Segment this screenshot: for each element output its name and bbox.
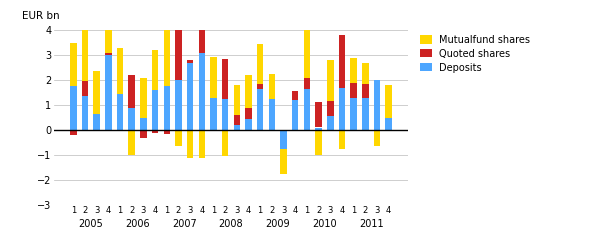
Bar <box>187 130 193 158</box>
Bar <box>327 60 334 101</box>
Bar <box>233 125 240 130</box>
Bar <box>140 118 146 130</box>
Bar <box>280 130 287 149</box>
Bar <box>245 119 252 130</box>
Bar <box>82 24 88 81</box>
Bar <box>374 130 380 146</box>
Text: 2010: 2010 <box>312 219 337 229</box>
Bar <box>257 84 263 89</box>
Bar <box>82 96 88 130</box>
Bar <box>269 74 275 99</box>
Bar <box>140 78 146 118</box>
Bar <box>70 130 77 135</box>
Bar <box>210 98 217 130</box>
Bar <box>292 100 298 130</box>
Bar <box>175 30 182 80</box>
Bar <box>316 130 322 155</box>
Text: 2007: 2007 <box>172 219 197 229</box>
Bar <box>292 91 298 100</box>
Bar <box>152 90 158 130</box>
Bar <box>222 130 229 156</box>
Bar <box>327 101 334 116</box>
Bar <box>199 52 205 130</box>
Bar <box>70 86 77 130</box>
Bar <box>339 35 345 88</box>
Bar <box>187 60 193 62</box>
Bar <box>257 89 263 130</box>
Bar <box>304 89 310 130</box>
Bar <box>280 149 287 174</box>
Bar <box>269 99 275 130</box>
Text: 2005: 2005 <box>79 219 103 229</box>
Bar <box>105 53 112 55</box>
Bar <box>164 86 170 130</box>
Bar <box>105 0 112 53</box>
Bar <box>304 78 310 89</box>
Bar <box>199 0 205 52</box>
Bar <box>385 118 392 130</box>
Bar <box>164 130 170 134</box>
Bar <box>222 99 229 130</box>
Bar <box>175 80 182 130</box>
Bar <box>94 114 100 130</box>
Bar <box>82 81 88 96</box>
Bar <box>94 71 100 114</box>
Bar <box>152 130 158 132</box>
Bar <box>350 98 357 130</box>
Bar <box>199 130 205 158</box>
Bar <box>210 130 217 131</box>
Legend: Mutualfund shares, Quoted shares, Deposits: Mutualfund shares, Quoted shares, Deposi… <box>420 35 530 73</box>
Bar <box>350 58 357 82</box>
Text: 2006: 2006 <box>125 219 150 229</box>
Bar <box>362 84 368 98</box>
Bar <box>316 102 322 128</box>
Bar <box>128 130 135 155</box>
Bar <box>152 50 158 90</box>
Bar <box>233 115 240 125</box>
Bar <box>316 128 322 130</box>
Bar <box>140 130 146 138</box>
Bar <box>128 108 135 130</box>
Bar <box>117 48 123 94</box>
Bar <box>233 85 240 115</box>
Bar <box>128 75 135 108</box>
Bar <box>187 62 193 130</box>
Bar <box>339 88 345 130</box>
Bar <box>164 18 170 86</box>
Bar <box>350 82 357 98</box>
Text: 2009: 2009 <box>265 219 290 229</box>
Bar <box>339 130 345 149</box>
Text: EUR bn: EUR bn <box>22 11 60 21</box>
Text: 2011: 2011 <box>359 219 383 229</box>
Bar <box>105 55 112 130</box>
Bar <box>70 42 77 86</box>
Bar <box>222 59 229 99</box>
Bar <box>385 85 392 117</box>
Bar <box>210 58 217 98</box>
Bar <box>304 19 310 78</box>
Bar <box>362 98 368 130</box>
Text: 2008: 2008 <box>218 219 244 229</box>
Bar <box>327 116 334 130</box>
Bar <box>245 75 252 108</box>
Bar <box>245 108 252 119</box>
Bar <box>117 94 123 130</box>
Bar <box>374 80 380 130</box>
Bar <box>175 130 182 146</box>
Bar <box>257 44 263 84</box>
Bar <box>362 62 368 84</box>
